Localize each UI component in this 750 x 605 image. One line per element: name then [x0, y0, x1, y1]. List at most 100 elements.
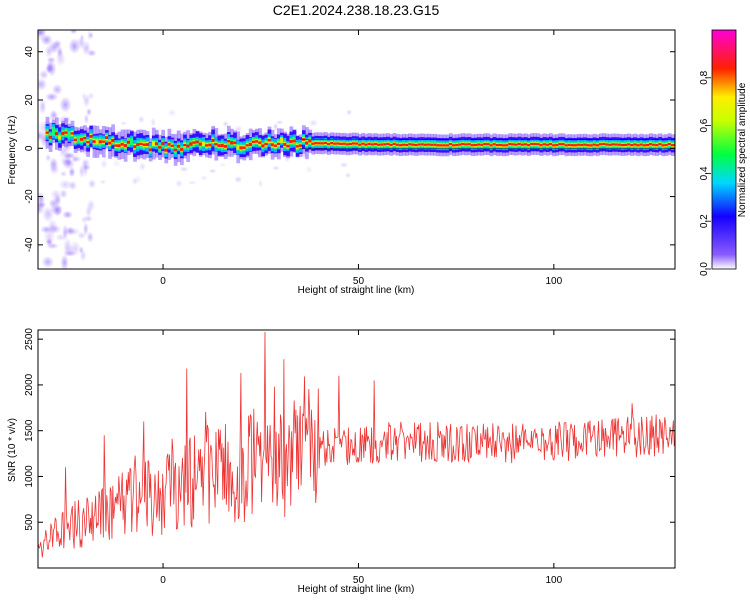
- spectrogram-haze: [38, 130, 45, 142]
- snr-frame: [37, 329, 676, 569]
- spectrogram-cell: [126, 140, 131, 144]
- spectrogram-cell: [436, 144, 441, 147]
- spectrogram-y-tick-label: 0: [24, 145, 35, 151]
- spectrogram-haze: [222, 120, 229, 128]
- spectrogram-cell: [583, 143, 588, 146]
- spectrogram-haze: [305, 166, 313, 173]
- spectrogram-cell: [667, 142, 672, 146]
- spectrogram-haze: [68, 166, 76, 178]
- spectrogram-cell: [458, 143, 463, 146]
- spectrogram-cell: [402, 143, 406, 146]
- spectrogram-haze: [100, 159, 108, 169]
- spectrogram-cell: [92, 140, 97, 144]
- spectrogram-cell: [492, 143, 497, 146]
- spectrogram-cell: [570, 144, 575, 147]
- page-title: C2E1.2024.238.18.23.G15: [273, 2, 440, 18]
- spectrogram-cell: [208, 143, 212, 147]
- spectrogram-cell: [414, 143, 419, 147]
- spectrogram-cell: [51, 126, 56, 136]
- spectrogram-haze: [87, 178, 97, 189]
- spectrogram-haze: [308, 119, 319, 127]
- colorbar-tick-label: 0.4: [699, 166, 710, 180]
- spectrogram-cell: [564, 144, 569, 147]
- spectrogram-cell: [514, 143, 519, 146]
- spectrogram-cell: [201, 141, 206, 147]
- spectrogram-cell: [658, 143, 663, 146]
- spectrogram-cell: [273, 144, 278, 147]
- spectrogram-cell: [489, 144, 494, 147]
- spectrogram-cell: [517, 142, 522, 146]
- spectrogram-cell: [611, 143, 616, 146]
- spectrogram-cell: [48, 135, 53, 139]
- spectrogram-cell: [355, 142, 359, 145]
- spectrogram-cell: [183, 143, 187, 147]
- colorbar-tick-label: 0.2: [699, 214, 710, 228]
- spectrogram-x-label: Height of straight line (km): [298, 285, 415, 296]
- spectrogram-cell: [233, 141, 237, 145]
- spectrogram-cell: [245, 144, 250, 147]
- spectrogram-haze: [80, 215, 88, 224]
- snr-y-tick-label: 1000: [24, 465, 35, 488]
- spectrogram-cell: [661, 144, 666, 147]
- colorbar: 0.0 0.2 0.4 0.6 0.8 Normalized spectral ampl…: [699, 29, 748, 276]
- spectrogram-x-tick-label: 0: [160, 276, 166, 287]
- spectrogram-cell: [598, 143, 603, 146]
- spectrogram-cell: [605, 143, 609, 146]
- spectrogram-cell: [505, 144, 509, 147]
- spectrogram-cell: [67, 131, 72, 139]
- spectrogram-panel: 0 50 100 -40 -20 0 20 40 Height of straight lin…: [7, 29, 676, 296]
- spectrogram-x-tick-label: 50: [353, 276, 365, 287]
- spectrogram-haze: [275, 120, 284, 125]
- spectrogram-cell: [345, 143, 350, 146]
- spectrogram-cell: [239, 146, 244, 150]
- spectrogram-cell: [420, 143, 425, 146]
- spectrogram-haze: [69, 240, 82, 257]
- spectrogram-haze: [50, 189, 62, 200]
- spectrogram-cell: [151, 140, 156, 147]
- spectrogram-cell: [398, 144, 403, 147]
- spectrogram-haze: [187, 180, 197, 185]
- colorbar-label: Normalized spectral amplitude: [737, 82, 748, 217]
- spectrogram-cell: [477, 143, 481, 146]
- spectrogram-cell: [295, 145, 300, 148]
- spectrogram-cell: [502, 144, 506, 147]
- spectrogram-cell: [461, 142, 466, 146]
- spectrogram-cell: [408, 143, 413, 146]
- spectrogram-cell: [498, 143, 503, 147]
- spectrogram-cell: [483, 143, 488, 146]
- spectrogram-haze: [62, 210, 73, 219]
- spectrogram-x-tick-label: 100: [546, 276, 563, 287]
- spectrogram-haze: [38, 98, 47, 115]
- colorbar-ticks: 0.0 0.2 0.4 0.6 0.8: [699, 70, 711, 276]
- spectrogram-haze: [345, 172, 352, 179]
- spectrogram-haze: [111, 158, 122, 168]
- spectrogram-cell: [536, 143, 541, 146]
- spectrogram-cell: [242, 146, 247, 149]
- spectrogram-cell: [470, 144, 475, 147]
- spectrogram-cell: [114, 144, 119, 147]
- spectrogram-cell: [623, 143, 628, 146]
- spectrogram-haze: [55, 233, 67, 242]
- spectrogram-cell: [326, 143, 331, 146]
- spectrogram-haze: [133, 174, 143, 185]
- spectrogram-cell: [161, 142, 166, 146]
- spectrogram-haze: [79, 34, 85, 41]
- snr-y-tick-label: 1500: [24, 419, 35, 442]
- spectrogram-haze: [47, 60, 57, 77]
- spectrogram-cell: [130, 138, 134, 146]
- spectrogram-haze: [85, 205, 93, 218]
- spectrogram-cell: [98, 140, 103, 144]
- spectrogram-cell: [392, 142, 397, 145]
- spectrogram-cell: [223, 144, 228, 148]
- snr-y-tick-label: 2500: [24, 328, 35, 351]
- spectrogram-cell: [248, 142, 253, 147]
- spectrogram-cell: [617, 143, 622, 146]
- spectrogram-cell: [108, 141, 112, 145]
- spectrogram-haze: [87, 30, 92, 41]
- spectrogram-cell: [86, 141, 90, 144]
- spectrogram-cell: [558, 143, 563, 146]
- spectrogram-cell: [555, 143, 559, 147]
- spectrogram-cell: [380, 143, 384, 146]
- spectrogram-haze: [339, 162, 349, 168]
